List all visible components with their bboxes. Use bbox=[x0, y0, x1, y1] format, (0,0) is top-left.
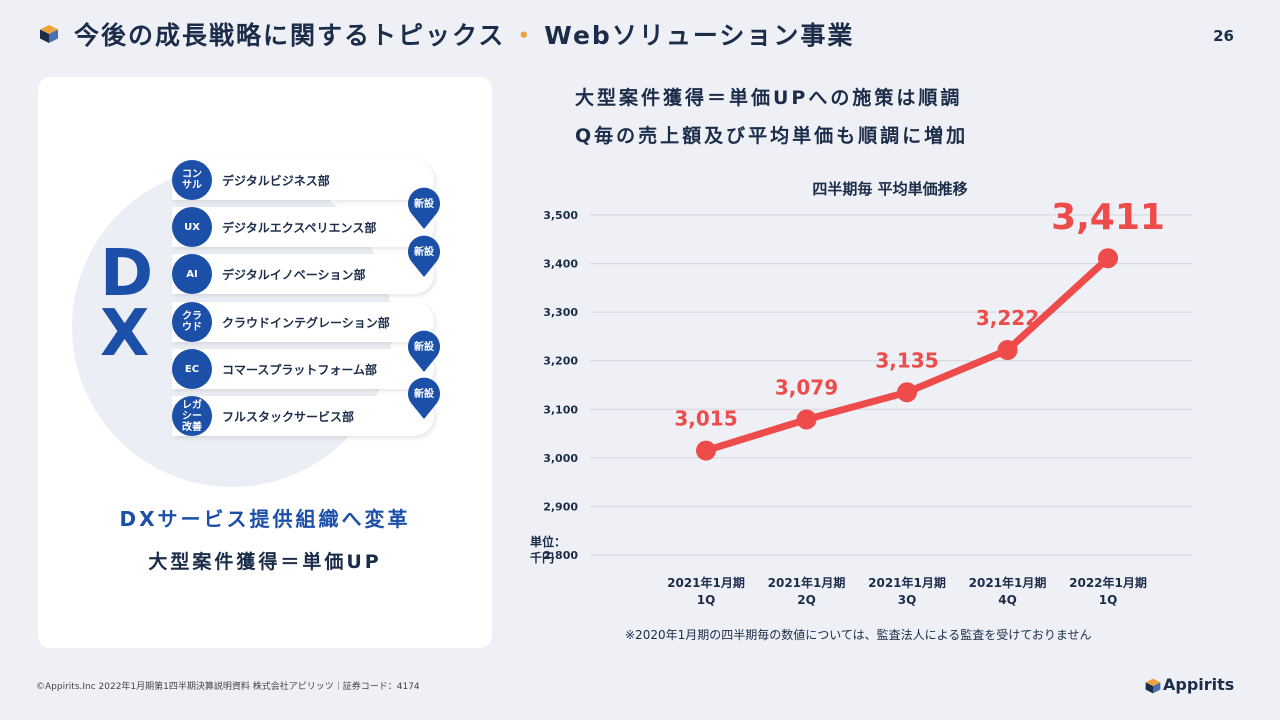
department-badge: AI bbox=[172, 254, 212, 294]
y-tick-label: 3,300 bbox=[543, 306, 578, 319]
card-caption-secondary: 大型案件獲得＝単価UP bbox=[148, 551, 382, 573]
page-number: 26 bbox=[1213, 27, 1234, 45]
appirits-logo-icon bbox=[1145, 678, 1161, 694]
cube-icon bbox=[40, 25, 58, 43]
y-tick-label: 3,400 bbox=[543, 258, 578, 271]
x-tick-label: 2021年1月期 bbox=[768, 575, 846, 590]
data-point bbox=[1098, 248, 1118, 269]
department-label: デジタルイノベーション部 bbox=[222, 268, 366, 282]
data-point bbox=[897, 382, 917, 403]
headline-2: Q毎の売上額及び平均単価も順調に増加 bbox=[575, 125, 969, 147]
department-badge: UX bbox=[172, 207, 212, 247]
department-label: デジタルビジネス部 bbox=[222, 174, 330, 188]
page-title: 今後の成長戦略に関するトピックス・ Webソリューション事業 bbox=[74, 21, 855, 50]
new-tag: 新設 bbox=[407, 328, 441, 372]
unit-price-line-chart: 2,800 2,900 3,000 3,100 3,200 3,300 3,400 3,500… bbox=[543, 197, 1192, 607]
data-point bbox=[696, 440, 716, 461]
department-label: フルスタックサービス部 bbox=[222, 410, 355, 424]
new-tag: 新設 bbox=[407, 185, 441, 229]
x-tick-label: 4Q bbox=[998, 593, 1017, 607]
new-tag: 新設 bbox=[407, 233, 441, 277]
data-label: 3,222 bbox=[976, 306, 1039, 330]
department-badge: EC bbox=[172, 349, 212, 389]
department-badge: クラ ウド bbox=[172, 302, 212, 342]
x-tick-label: 2021年1月期 bbox=[868, 575, 946, 590]
x-tick-label: 3Q bbox=[898, 593, 917, 607]
chart-title: 四半期毎 平均単価推移 bbox=[812, 180, 968, 198]
x-tick-label: 1Q bbox=[697, 593, 716, 607]
y-tick-label: 3,100 bbox=[543, 403, 578, 416]
department-label: コマースプラットフォーム部 bbox=[222, 363, 378, 377]
department-label: クラウドインテグレーション部 bbox=[222, 316, 390, 330]
x-tick-label: 2021年1月期 bbox=[667, 575, 745, 590]
data-label: 3,411 bbox=[1051, 197, 1165, 238]
x-tick-label: 2021年1月期 bbox=[969, 575, 1047, 590]
x-tick-label: 2022年1月期 bbox=[1069, 575, 1147, 590]
y-tick-label: 3,200 bbox=[543, 355, 578, 368]
data-label: 3,015 bbox=[674, 407, 737, 431]
appirits-logo-text: Appirits bbox=[1163, 675, 1235, 694]
department-badge: コン サル bbox=[172, 160, 212, 200]
data-label: 3,079 bbox=[775, 375, 838, 399]
y-tick-label: 2,900 bbox=[543, 500, 578, 513]
dx-letter-d: D bbox=[100, 237, 154, 311]
audit-note: ※2020年1月期の四半期毎の数値については、監査法人による監査を受けておりませ… bbox=[625, 628, 1092, 642]
department-badge: レガ シー 改善 bbox=[172, 396, 212, 436]
dx-letter-x: X bbox=[100, 297, 150, 371]
card-caption-primary: DXサービス提供組織へ変革 bbox=[119, 507, 411, 531]
y-tick-label: 3,000 bbox=[543, 452, 578, 465]
new-tag: 新設 bbox=[407, 375, 441, 419]
x-tick-label: 1Q bbox=[1099, 593, 1118, 607]
department-label: デジタルエクスペリエンス部 bbox=[222, 221, 377, 235]
x-tick-label: 2Q bbox=[797, 593, 816, 607]
y-tick-label: 2,800 bbox=[543, 549, 578, 562]
data-point bbox=[796, 409, 817, 430]
footer-copyright: ©Appirits.Inc 2022年1月期第1四半期決算説明資料 株式会社アピ… bbox=[36, 682, 420, 692]
unit-label: 単位： 千円 bbox=[530, 535, 567, 565]
dx-organization-card: D X コン サル デジタルビジネス部 UX デジタルエクスペリエンス部 AI … bbox=[38, 77, 492, 648]
data-label: 3,135 bbox=[875, 348, 938, 372]
headline-1: 大型案件獲得＝単価UPへの施策は順調 bbox=[575, 87, 963, 109]
data-point bbox=[997, 340, 1018, 361]
y-tick-label: 3,500 bbox=[543, 209, 578, 222]
